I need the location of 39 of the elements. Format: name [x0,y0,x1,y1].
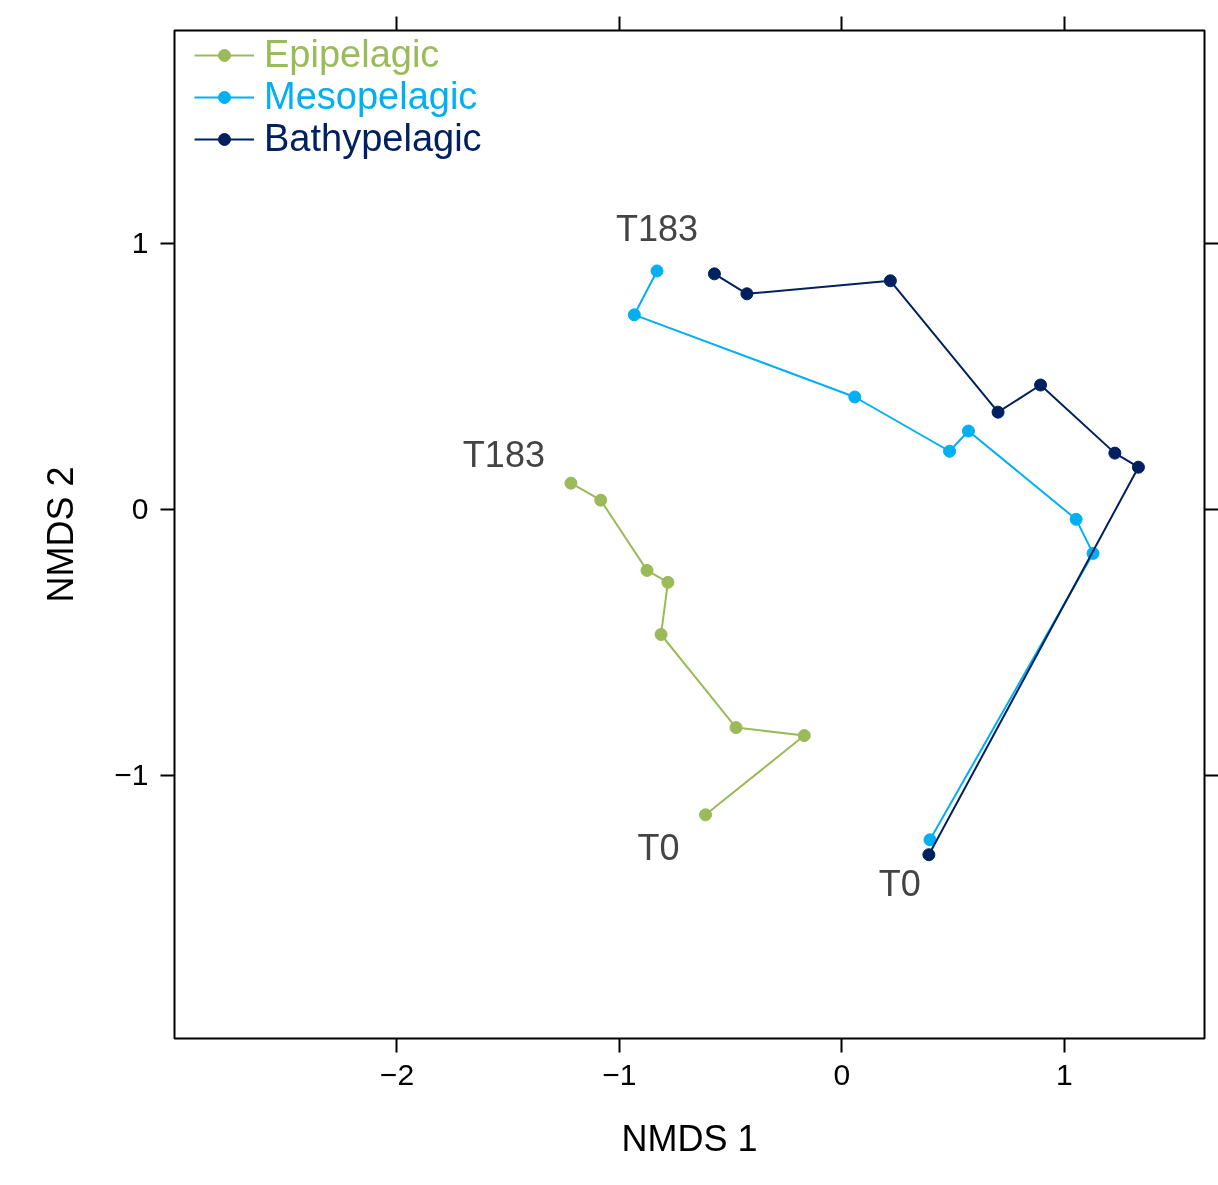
point [740,287,754,301]
annotation: T0 [637,826,680,868]
x-tick-label: 0 [833,1057,851,1091]
y-tick-label: −1 [114,758,149,792]
y-axis-title: NMDS 2 [40,466,82,603]
legend-label: Mesopelagic [264,75,478,118]
annotation: T183 [615,207,699,249]
x-tick-label: −2 [379,1057,415,1091]
point [654,628,668,641]
x-axis-title: NMDS 1 [621,1117,758,1159]
point [943,444,957,458]
point [640,563,654,577]
y-tick-label: 0 [131,492,149,526]
point [594,493,608,507]
annotation: T0 [878,862,921,904]
point [707,267,721,281]
point [699,808,713,822]
point [922,848,936,862]
point [991,405,1005,419]
point [729,721,743,735]
point [923,833,937,847]
annotation: T183 [462,434,545,476]
point [650,264,664,278]
point [1069,512,1083,526]
legend-label: Bathypelagic [264,117,482,160]
point [564,476,578,490]
point [1108,446,1122,460]
y-tick-label: 1 [131,226,149,260]
point [961,424,975,438]
x-tick-label: 1 [1056,1057,1073,1091]
point [661,575,675,589]
point [883,274,897,288]
point [627,308,641,322]
point [1131,460,1145,474]
point [1034,378,1048,392]
point [797,729,811,743]
point [848,390,862,404]
legend-label: Epipelagic [264,33,440,76]
x-tick-label: −1 [602,1057,637,1091]
